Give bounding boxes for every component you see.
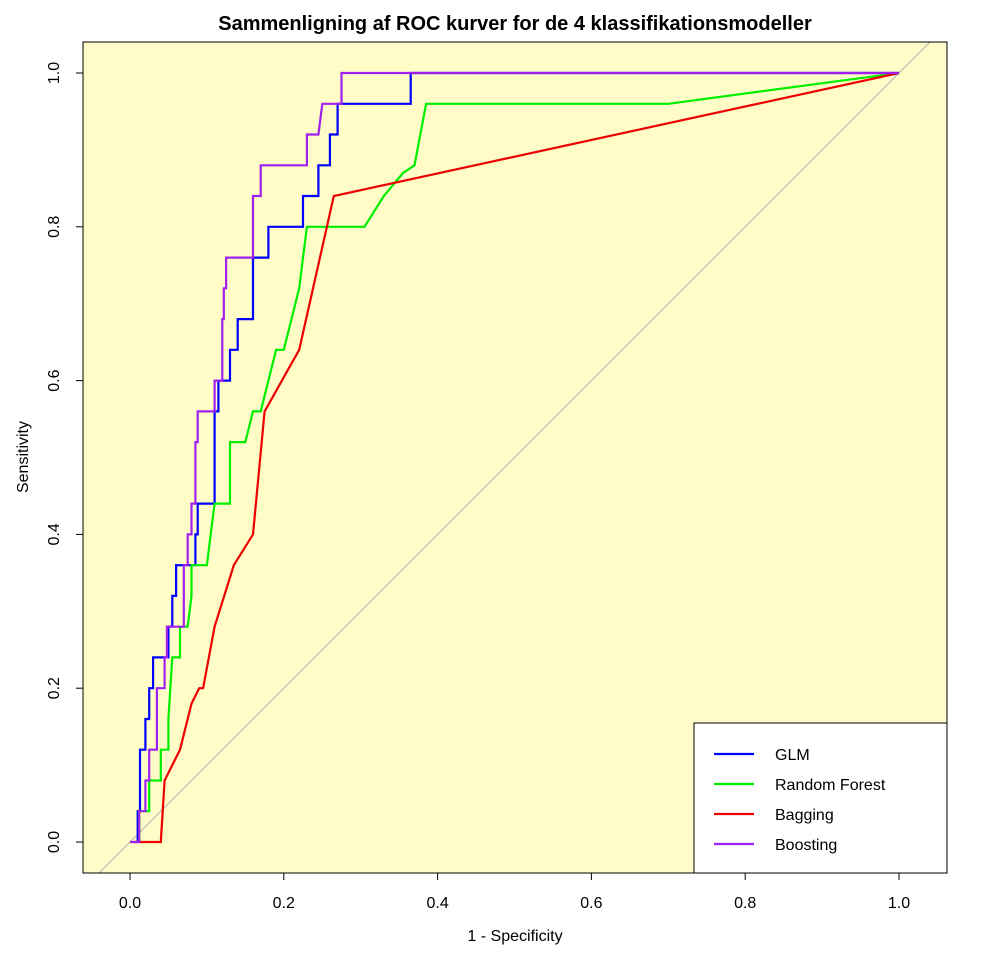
y-tick-label: 0.8 [46,216,63,238]
chart-title: Sammenligning af ROC kurver for de 4 kla… [218,13,812,35]
x-tick-label: 0.8 [734,895,756,912]
series-line-bagging [133,71,900,844]
x-tick-label: 1.0 [888,895,910,912]
legend-label: Boosting [775,837,837,854]
y-tick-label: 0.4 [46,523,63,545]
x-axis-label: 1 - Specificity [467,928,562,945]
x-tick-label: 0.2 [273,895,295,912]
legend-label: Bagging [775,807,834,824]
x-tick-label: 0.0 [119,895,141,912]
legend-label: Random Forest [775,777,886,794]
x-tick-label: 0.4 [426,895,448,912]
y-tick-label: 1.0 [46,62,63,84]
series-line-boosting [130,71,899,844]
y-axis-label: Sensitivity [15,421,32,493]
legend: GLM Random Forest Bagging Boosting [693,722,948,874]
series-line-random-forest [138,71,900,842]
legend-label: GLM [775,747,810,764]
y-tick-label: 0.2 [46,677,63,699]
plot-frame [82,41,948,874]
y-tick-label: 0.0 [46,831,63,853]
reference-diagonal-line [98,42,931,873]
legend-box [693,722,948,874]
y-tick-label: 0.6 [46,369,63,391]
x-tick-label: 0.6 [580,895,602,912]
